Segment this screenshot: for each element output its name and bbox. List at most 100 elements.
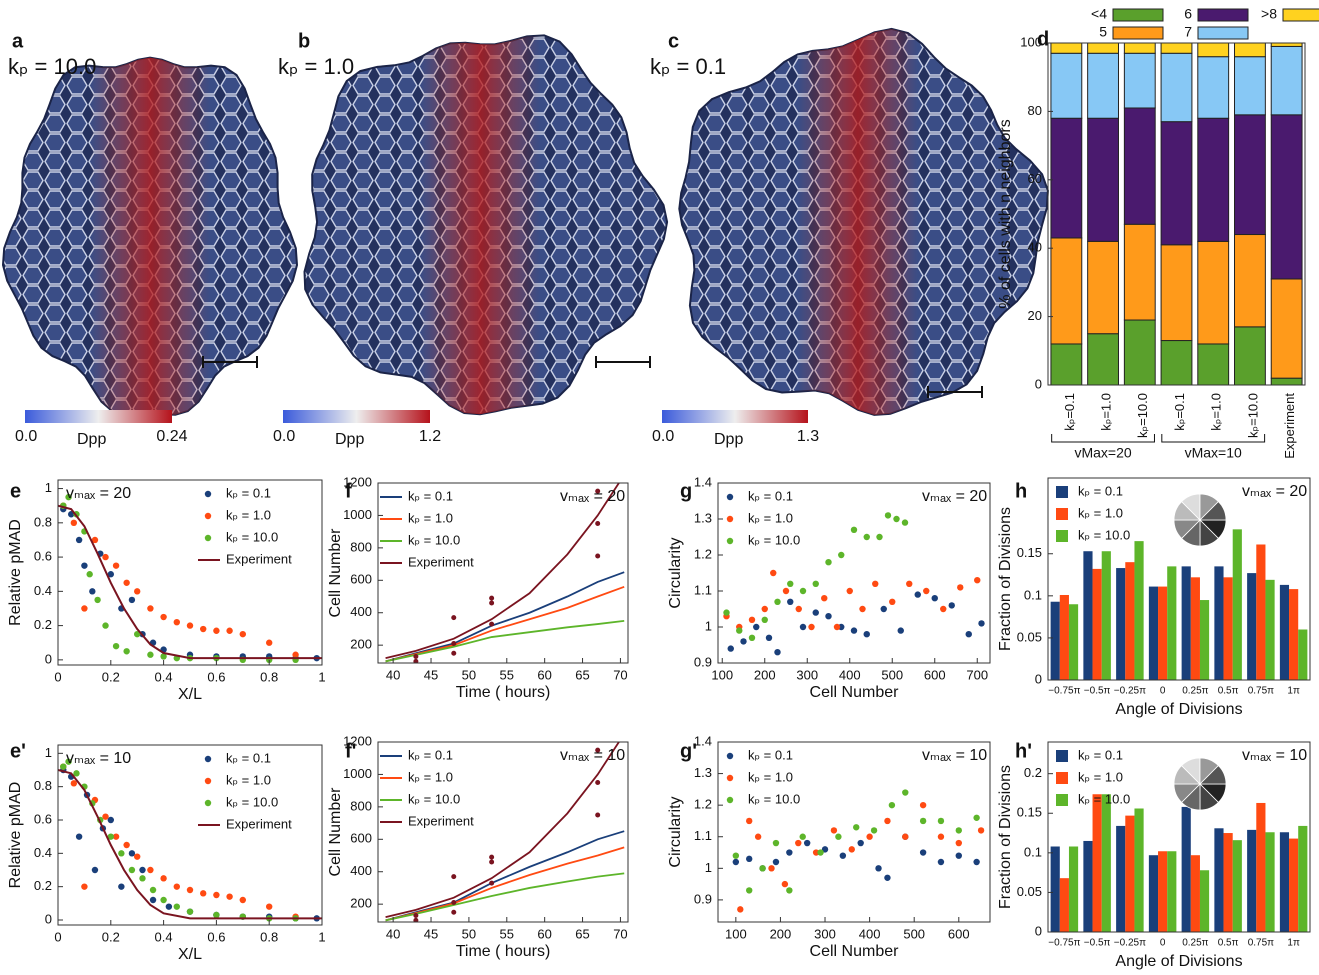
y-tick-label: 0 (45, 911, 52, 926)
x-tick-label: kₚ=1.0 (1099, 393, 1114, 431)
bar-segment (1197, 56, 1230, 119)
point (830, 827, 838, 834)
x-tick-label: 400 (859, 926, 881, 941)
axes-frame (1047, 477, 1311, 681)
legend-label: kₚ = 0.1 (226, 750, 271, 765)
point (768, 865, 775, 872)
colorbar (662, 410, 808, 423)
x-tick-label: 45 (424, 667, 438, 682)
plot-area (58, 493, 322, 664)
series-line (385, 830, 625, 922)
point (413, 654, 419, 660)
x-tick-label: −0.75π (1048, 938, 1080, 949)
legend-label: kₚ = 1.0 (226, 772, 271, 787)
point (965, 631, 972, 638)
x-axis-label: Cell Number (810, 684, 900, 701)
x-tick-label: 1 (318, 929, 325, 944)
y-tick-label: 1000 (343, 507, 372, 522)
y-axis-label: Fraction of Divisions (997, 765, 1014, 909)
legend-label: kₚ = 1.0 (1078, 505, 1123, 520)
point (835, 833, 842, 840)
bar-segment (1123, 107, 1156, 225)
point (102, 813, 109, 820)
point (853, 824, 860, 831)
point (112, 642, 120, 650)
point (787, 580, 794, 587)
bar (1101, 794, 1111, 932)
x-tick-label: 0.8 (260, 929, 278, 944)
point (957, 584, 964, 591)
point (919, 801, 927, 809)
annotation: vₘₐₓ = 20 (922, 488, 987, 505)
bar-segment (1050, 117, 1083, 239)
bar (1134, 808, 1144, 932)
x-tick-label: kₚ=1.0 (1209, 393, 1224, 431)
point (75, 536, 83, 544)
group-bracket (1051, 434, 1155, 443)
point (134, 588, 141, 595)
point (799, 587, 807, 595)
angle-icon (1199, 765, 1227, 785)
y-tick-label: 1.2 (694, 797, 712, 812)
bar-segment (1160, 52, 1193, 123)
point (94, 596, 101, 604)
point (906, 580, 913, 587)
legend-label: kₚ = 0.1 (226, 485, 271, 500)
bar (1289, 589, 1299, 680)
point (128, 596, 136, 604)
bar-segment (1087, 52, 1119, 119)
legend-label: 7 (1184, 24, 1192, 40)
colorbar (283, 410, 430, 423)
panel-label: d (1037, 28, 1049, 50)
plot-area (732, 789, 985, 913)
point (821, 595, 828, 602)
y-tick-label: 1.1 (694, 582, 712, 597)
legend-label: kₚ = 10.0 (748, 791, 800, 806)
point (786, 887, 793, 894)
y-tick-label: 20 (1028, 308, 1042, 323)
point (863, 533, 870, 541)
point (746, 817, 753, 825)
bar-segment (1197, 343, 1230, 385)
bar (1059, 878, 1069, 932)
x-tick-label: 600 (924, 667, 946, 682)
colorbar-name: Dpp (714, 431, 743, 448)
point (795, 605, 802, 613)
bar (1050, 601, 1060, 680)
point (226, 627, 233, 634)
y-axis-label: Fraction of Divisions (997, 507, 1014, 651)
panel-label: g' (680, 740, 697, 762)
point (266, 903, 273, 910)
point (147, 651, 154, 658)
point (451, 615, 457, 621)
legend-label: kₚ = 10.0 (1078, 791, 1130, 806)
bar (1298, 629, 1308, 680)
point (81, 883, 88, 890)
point (889, 598, 896, 605)
x-tick-label: 55 (500, 926, 514, 941)
plot-area (58, 758, 322, 922)
point (863, 631, 870, 638)
point (948, 602, 955, 609)
legend-label: kₚ = 1.0 (408, 769, 453, 784)
y-tick-label: 600 (350, 831, 372, 846)
point (753, 623, 760, 631)
point (850, 627, 858, 634)
x-tick-label: 45 (424, 926, 438, 941)
bar-segment (1123, 319, 1156, 385)
colorbar-min: 0.0 (273, 428, 295, 445)
y-axis-label: Cell Number (327, 787, 344, 877)
angle-icon (1199, 501, 1227, 521)
point (839, 852, 847, 859)
bar (1256, 544, 1266, 680)
axes-frame (57, 744, 323, 926)
point (595, 488, 601, 494)
bar (1116, 568, 1126, 680)
point (974, 577, 981, 584)
point (226, 893, 233, 900)
panel-label: a (12, 30, 24, 52)
point (112, 833, 120, 840)
point (451, 900, 457, 906)
x-tick-label: 100 (725, 926, 747, 941)
bar-segment (1197, 117, 1230, 242)
